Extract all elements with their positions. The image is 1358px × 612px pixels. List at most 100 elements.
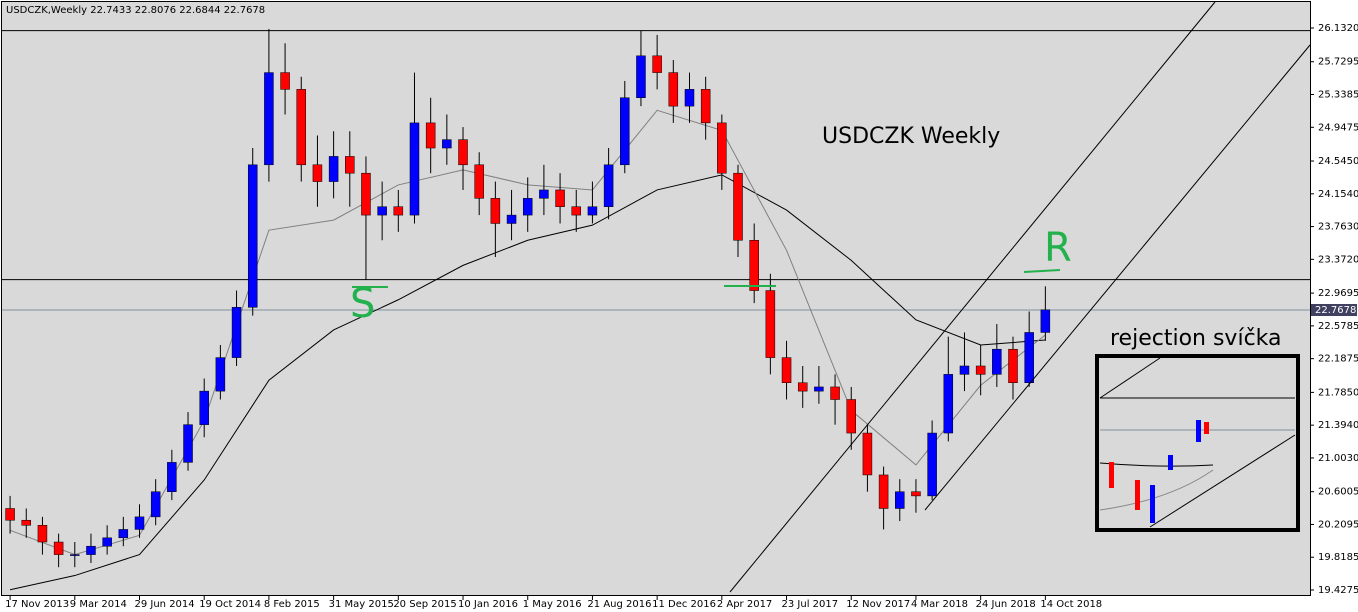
candle-body <box>603 164 614 207</box>
inset-candle <box>1109 462 1114 488</box>
candle-body <box>522 198 533 216</box>
x-tick-label: 21 Aug 2016 <box>587 599 651 610</box>
y-tick-label: 19.8185 <box>1318 552 1358 563</box>
x-tick-label: 14 Oct 2018 <box>1040 599 1102 610</box>
candle-body <box>765 290 776 358</box>
x-tick-label: 4 Mar 2018 <box>911 599 968 610</box>
channel-line <box>729 1 1216 593</box>
price-box <box>1311 304 1357 317</box>
candle-body <box>571 206 582 216</box>
candle-body <box>425 122 436 149</box>
candle-body <box>797 382 808 392</box>
x-tick-label: 9 Mar 2014 <box>70 599 127 610</box>
channel-line <box>924 44 1311 511</box>
marks <box>2 29 1310 591</box>
candle-body <box>700 89 711 124</box>
inset-candle <box>1150 485 1155 523</box>
x-tick-label: 10 Jan 2016 <box>458 599 518 610</box>
x-tick-label: 24 Jun 2018 <box>976 599 1036 610</box>
candle-body <box>296 89 307 166</box>
inset-candle <box>1168 455 1173 470</box>
candle-body <box>959 365 970 375</box>
resistance-mark <box>1023 269 1061 273</box>
candle-body <box>652 55 662 73</box>
x-tick-label: 1 May 2016 <box>523 599 582 610</box>
price-label: 22.7678 <box>1315 305 1356 316</box>
candle-body <box>377 206 387 216</box>
header: USDCZK,Weekly 22.7433 22.8076 22.6844 22… <box>6 5 265 16</box>
y-tick-label: 20.2095 <box>1318 519 1358 530</box>
candle-body <box>53 541 64 555</box>
candle-body <box>409 122 420 216</box>
candle-body <box>458 139 468 166</box>
x-tick-label: 17 Nov 2013 <box>5 599 69 610</box>
candle-body <box>247 164 258 308</box>
candle-body <box>312 164 323 182</box>
inset-candle <box>1135 480 1140 510</box>
candle-body <box>70 554 80 556</box>
candle-body <box>878 474 889 509</box>
candle-body <box>361 172 371 216</box>
candle-body <box>684 89 695 107</box>
candle-body <box>668 72 679 107</box>
candle-body <box>5 508 15 521</box>
x-tick-label: 2 Apr 2017 <box>717 599 772 610</box>
candle-body <box>733 172 743 241</box>
inset-candle <box>1196 420 1201 442</box>
x-tick-label: 11 Dec 2016 <box>652 599 716 610</box>
x-tick-label: 19 Oct 2014 <box>199 599 261 610</box>
y-tick-label: 24.9475 <box>1318 122 1358 133</box>
candle-body <box>167 462 177 492</box>
candle-body <box>280 72 290 90</box>
candle-body <box>781 357 792 383</box>
candle-body <box>134 516 145 530</box>
y-tick-label: 22.1875 <box>1318 354 1358 365</box>
y-tick-label: 22.5785 <box>1318 321 1358 332</box>
candle-body <box>814 386 824 392</box>
inset-line <box>1149 434 1296 528</box>
chart-title: USDCZK Weekly <box>822 124 1000 149</box>
candle-body <box>21 519 32 526</box>
candle-body <box>102 537 112 547</box>
candle-body <box>539 189 549 199</box>
y-tick-label: 21.7850 <box>1318 387 1358 398</box>
candle-body <box>927 432 937 497</box>
candle-body <box>846 399 856 434</box>
resistance-label: R <box>1044 225 1072 271</box>
plot-area <box>1 1 1311 596</box>
candle-body <box>474 164 484 199</box>
candle-body <box>749 239 759 291</box>
candle-body <box>490 198 501 224</box>
y-tick-label: 24.5450 <box>1318 156 1358 167</box>
x-tick-label: 12 Nov 2017 <box>846 599 910 610</box>
y-tick-label: 20.6005 <box>1318 487 1358 498</box>
y-tick-label: 21.0030 <box>1318 453 1358 464</box>
x-tick-label: 23 Jul 2017 <box>782 599 839 610</box>
y-tick-label: 21.3940 <box>1318 420 1358 431</box>
inset <box>1095 354 1300 532</box>
candle-body <box>911 491 921 497</box>
candle-body <box>86 545 96 555</box>
candle-body <box>199 390 209 425</box>
candle-body <box>150 491 161 518</box>
candle-body <box>1040 309 1051 333</box>
inset-line <box>1099 357 1161 399</box>
candle-body <box>620 97 630 166</box>
candle-body <box>328 156 339 182</box>
moving-average <box>9 174 1046 591</box>
candle-body <box>975 365 986 375</box>
x-tick-label: 20 Sep 2015 <box>393 599 456 610</box>
candle-body <box>717 122 727 174</box>
candle-body <box>345 156 355 174</box>
y-tick-label: 25.7295 <box>1318 57 1358 68</box>
x-tick-label: 8 Feb 2015 <box>264 599 320 610</box>
candle-body <box>895 491 905 509</box>
candle-body <box>830 386 840 400</box>
inset-label: rejection svíčka <box>1110 326 1282 351</box>
candle-body <box>506 214 517 224</box>
y-tick-label: 23.3720 <box>1318 254 1358 265</box>
candle-body <box>1008 348 1018 383</box>
candle-body <box>264 72 274 166</box>
candle-body <box>636 55 646 98</box>
